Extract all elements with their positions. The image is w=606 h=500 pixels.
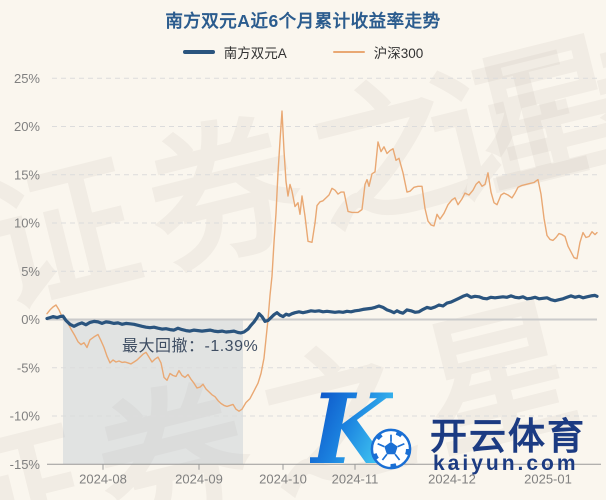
y-axis-label: 15%: [14, 167, 40, 182]
hs300-return-line: [46, 110, 598, 412]
x-axis-label: 2024-10: [259, 471, 307, 486]
max-drawdown-region: [63, 319, 243, 465]
legend-item-fund[interactable]: 南方双元A: [182, 42, 287, 62]
y-axis-label: -5%: [17, 360, 41, 375]
y-axis-label: 25%: [14, 71, 40, 86]
legend-label-fund: 南方双元A: [223, 46, 287, 61]
y-axis-label: 10%: [14, 216, 40, 231]
fund-return-line: [45, 293, 599, 335]
y-axis-label: -10%: [10, 409, 41, 424]
x-axis-label: 2024-12: [428, 471, 476, 486]
chart-title: 南方双元A近6个月累计收益率走势: [165, 11, 441, 31]
legend-item-index[interactable]: 沪深300: [332, 42, 424, 62]
kaiyun-brand-name: 开云体育: [430, 416, 586, 457]
x-axis-label: 2024-11: [332, 471, 379, 486]
chart-legend: 南方双元A 沪深300: [0, 42, 606, 62]
y-axis-label: -15%: [10, 457, 41, 472]
kaiyun-logo[interactable]: K 开云体育 kaiyun.com: [306, 382, 602, 494]
y-axis-label: 5%: [21, 264, 40, 279]
y-axis-label: 0%: [21, 312, 40, 327]
kaiyun-domain: kaiyun.com: [433, 452, 579, 475]
x-axis-label: 2025-01: [524, 471, 572, 486]
x-axis-label: 2024-09: [175, 471, 223, 486]
fund-line-swatch: [182, 50, 215, 54]
index-line-swatch: [332, 51, 365, 53]
max-drawdown-annotation: 最大回撤：-1.39%: [122, 338, 259, 355]
legend-label-index: 沪深300: [373, 46, 424, 61]
x-axis-label: 2024-08: [79, 471, 127, 486]
soccer-ball-icon: [370, 428, 412, 470]
y-axis-label: 20%: [14, 119, 40, 134]
